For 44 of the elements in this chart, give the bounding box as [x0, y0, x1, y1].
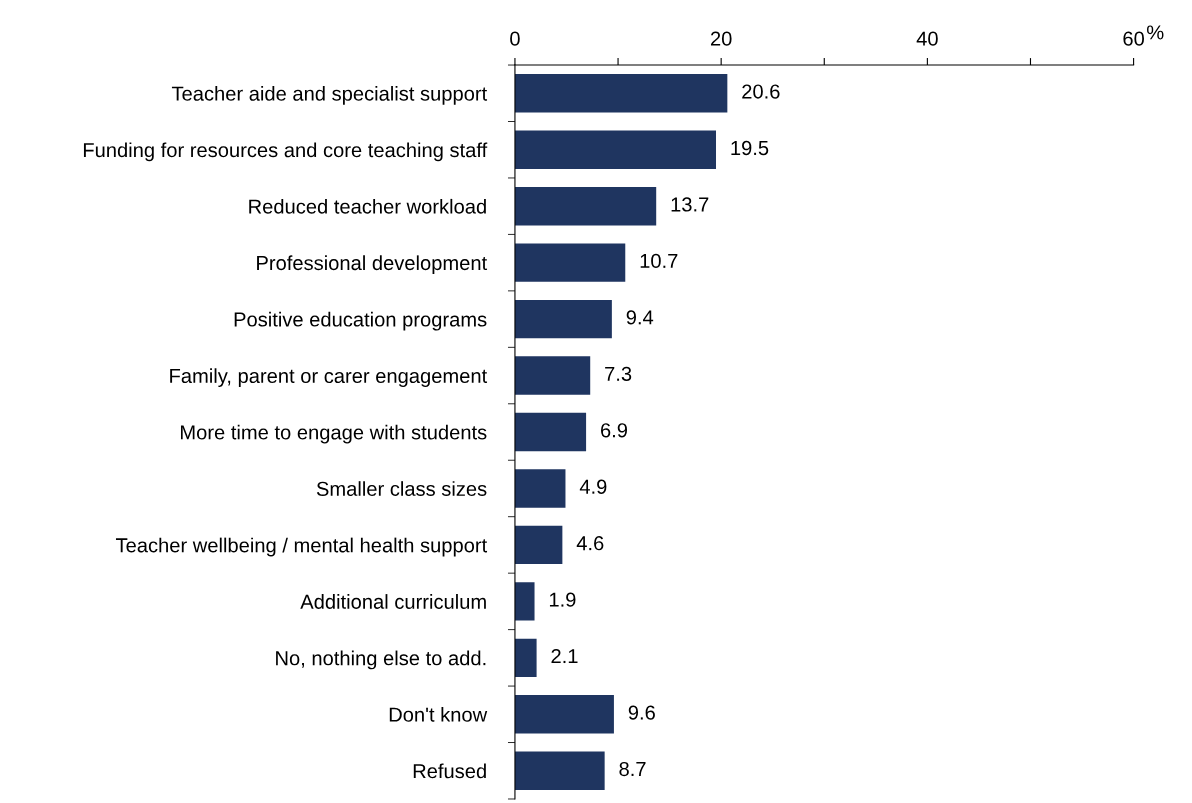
y-tick-label: Reduced teacher workload	[249, 198, 486, 214]
x-axis-title: %	[1147, 25, 1164, 40]
data-label: 1.9	[549, 592, 576, 607]
data-label: 19.5	[731, 140, 769, 156]
bar	[514, 582, 535, 621]
data-label: 7.3	[605, 366, 632, 381]
bar	[514, 412, 587, 452]
bar	[514, 638, 537, 678]
bar	[514, 695, 614, 734]
data-label: 6.9	[601, 423, 628, 438]
y-tick-label: Funding for resources and core teaching staff	[83, 142, 488, 162]
y-tick-label: Teacher wellbeing / mental health support	[115, 537, 488, 557]
y-tick-label: Refused	[413, 763, 486, 779]
x-tick-label: 40	[916, 31, 938, 46]
bar	[514, 356, 591, 395]
y-tick-label: Teacher aide and specialist support	[171, 85, 488, 105]
bar	[514, 469, 566, 508]
y-tick-label: Family, parent or carer engagement	[170, 368, 488, 388]
data-label: 9.6	[628, 705, 655, 720]
y-tick-label: More time to engage with students	[181, 424, 487, 444]
x-tick-label: 0	[510, 31, 520, 46]
bar	[514, 74, 728, 113]
bar	[514, 525, 563, 565]
x-tick-label: 60	[1123, 31, 1145, 46]
data-label: 10.7	[640, 253, 678, 269]
y-tick-label: Positive education programs	[234, 311, 487, 331]
bar	[514, 186, 657, 226]
x-tick-label: 20	[710, 31, 732, 46]
bar	[514, 243, 626, 282]
y-tick-label: Professional development	[257, 255, 488, 275]
data-label: 9.4	[626, 310, 654, 325]
data-label: 2.1	[551, 648, 578, 664]
bar	[514, 751, 605, 790]
data-label: 20.6	[742, 84, 780, 99]
y-tick-label: Additional curriculum	[300, 594, 486, 609]
y-tick-label: Smaller class sizes	[316, 481, 487, 496]
bar	[514, 299, 612, 339]
y-tick-label: Don't know	[389, 707, 488, 722]
data-label: 4.6	[576, 536, 604, 551]
y-tick-label: No, nothing else to add.	[276, 650, 486, 670]
data-label: 4.9	[579, 479, 607, 494]
bar	[514, 130, 716, 169]
data-label: 13.7	[671, 197, 709, 212]
data-label: 8.7	[619, 761, 646, 777]
